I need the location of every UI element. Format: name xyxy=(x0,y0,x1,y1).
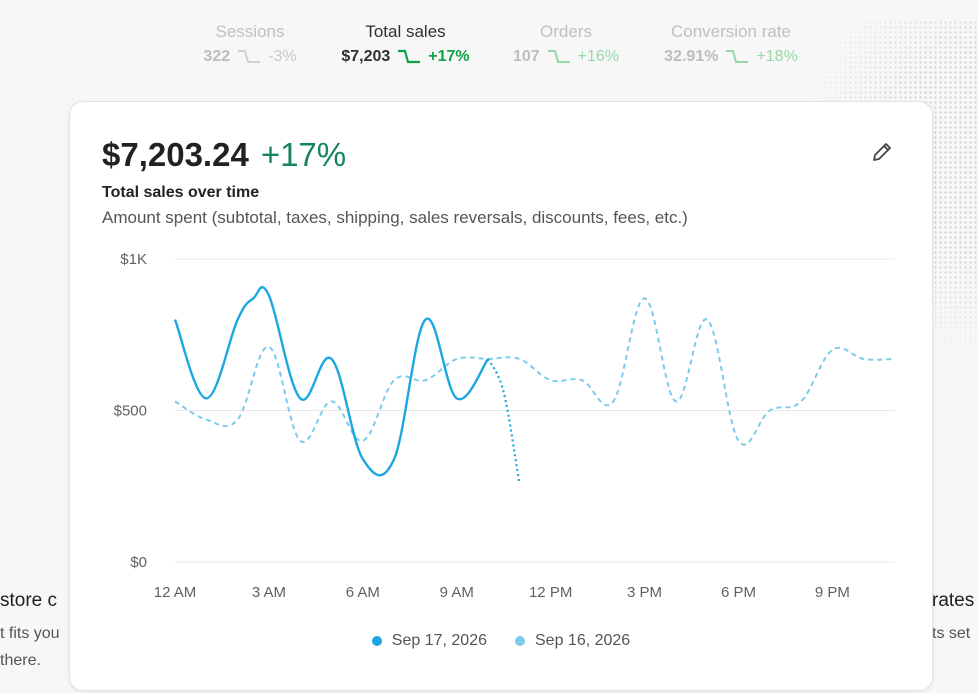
background-card-title-right: rates xyxy=(932,590,975,611)
sparkline-icon xyxy=(547,50,570,63)
metric-change: +17% xyxy=(428,48,470,65)
metric-label: Orders xyxy=(540,22,592,41)
metrics-bar: Sessions 322 -3% Total sales $7,203 +17%… xyxy=(0,22,978,78)
metric-orders[interactable]: Orders 107 +16% xyxy=(500,22,632,66)
metric-label: Total sales xyxy=(365,22,446,41)
metric-total-sales[interactable]: Total sales $7,203 +17% xyxy=(328,22,483,66)
y-tick-label: $500 xyxy=(114,403,147,420)
x-tick-label: 6 PM xyxy=(721,584,756,601)
series-line-sep-16 xyxy=(174,297,896,446)
pencil-icon[interactable] xyxy=(870,140,894,164)
sales-line-chart: $0 $500 $1K 12 AM 3 AM 6 AM 9 AM 12 PM 3 PM 6 PM 9… xyxy=(114,251,896,601)
legend-item-current[interactable]: Sep 17, 2026 xyxy=(371,632,487,650)
series-line-sep-17 xyxy=(173,286,490,477)
x-tick-label: 9 PM xyxy=(815,584,850,601)
x-tick-label: 6 AM xyxy=(346,584,380,601)
y-tick-label: $1K xyxy=(120,251,147,268)
headline: $7,203.24 +17% xyxy=(102,136,346,174)
x-tick-label: 3 PM xyxy=(627,584,662,601)
legend-label-current: Sep 17, 2026 xyxy=(391,632,487,649)
metric-change: -3% xyxy=(268,48,297,65)
metric-value: 32.91% xyxy=(664,48,719,65)
sparkline-icon xyxy=(398,49,421,64)
metric-label: Conversion rate xyxy=(670,22,791,41)
x-tick-label: 3 AM xyxy=(252,584,286,601)
x-tick-label: 9 AM xyxy=(440,584,474,601)
legend-dot-comparison xyxy=(515,636,525,646)
legend-dot-current xyxy=(371,636,382,646)
background-card-text-left-1: t fits you xyxy=(0,625,60,642)
sparkline-icon xyxy=(726,50,749,63)
metric-value: $7,203 xyxy=(341,48,391,65)
chart-legend: Sep 17, 2026 Sep 16, 2026 xyxy=(70,632,932,650)
background-card-text-right-1: ts set xyxy=(932,625,971,642)
metric-conversion-rate[interactable]: Conversion rate 32.91% +18% xyxy=(650,22,812,66)
background-card-text-left-2: there. xyxy=(0,652,41,669)
legend-item-comparison[interactable]: Sep 16, 2026 xyxy=(515,632,630,650)
series-line-sep-17-projection xyxy=(487,358,521,484)
metric-change: +16% xyxy=(577,48,620,65)
metric-change: +18% xyxy=(756,48,798,65)
background-card-title-left: store c xyxy=(0,590,58,611)
x-tick-label: 12 PM xyxy=(529,584,572,601)
metric-sessions[interactable]: Sessions 322 -3% xyxy=(190,22,310,66)
metric-label: Sessions xyxy=(215,22,285,41)
chart-title: Total sales over time xyxy=(102,184,260,201)
total-sales-change: +17% xyxy=(260,136,347,173)
chart-description: Amount spent (subtotal, taxes, shipping,… xyxy=(102,208,688,227)
x-tick-label: 12 AM xyxy=(154,584,197,601)
metric-value: 107 xyxy=(512,48,540,65)
sparkline-icon xyxy=(238,50,261,63)
total-sales-amount: $7,203.24 xyxy=(102,136,249,173)
legend-label-comparison: Sep 16, 2026 xyxy=(535,632,631,649)
total-sales-card: $7,203.24 +17% Total sales over time Amo… xyxy=(69,101,933,691)
y-tick-label: $0 xyxy=(130,554,147,571)
metric-value: 322 xyxy=(203,48,231,65)
